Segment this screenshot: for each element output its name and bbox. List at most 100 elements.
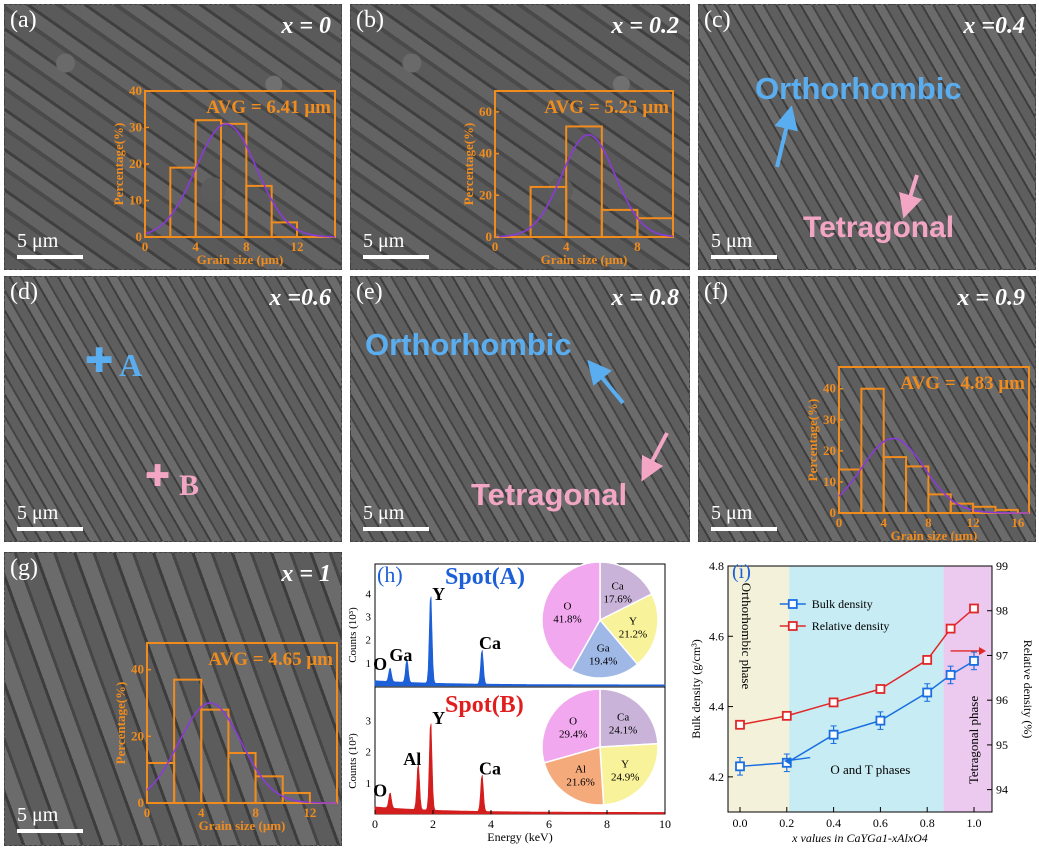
orthorhombic-arrow: [774, 105, 798, 168]
y-tick-label: 20: [131, 728, 144, 743]
panel-a: (a) x = 0 5 μm 0 4 8 12 0 10 20 30 40 Grain size …: [4, 4, 342, 270]
panel-label: (b): [356, 7, 384, 33]
x-tick-label: 12: [967, 515, 980, 530]
y-tick-label: 0: [136, 229, 143, 244]
peak-label: Ca: [479, 633, 501, 653]
x-axis-label: Grain size (μm): [891, 528, 978, 542]
gaussian-fit-curve: [838, 437, 1029, 514]
x-tick-label: 8: [252, 805, 259, 820]
panel-label: (e): [356, 279, 383, 305]
y-tick-label: 0: [486, 229, 493, 244]
panel-d: (d) x =0.6 ✚ A ✚ B 5 μm: [4, 276, 342, 542]
tetragonal-arrow: [899, 174, 923, 219]
histogram-g: 0 4 8 12 0 20 40 Grain size (μm) Percentage(%) AV…: [113, 642, 338, 833]
histogram-bar: [270, 221, 298, 238]
histogram-bar: [860, 387, 885, 514]
spectrum-a: [374, 596, 666, 687]
relative-density-point: [875, 684, 886, 694]
x-tick-label: 1.0: [967, 816, 982, 830]
y-left-tick-label: 4.4: [709, 700, 724, 714]
panel-label: (c): [704, 7, 731, 33]
pie-a-slice-name: Y: [629, 616, 637, 628]
x-tick-label: 4: [563, 239, 570, 254]
y-right-tick-label: 96: [996, 693, 1008, 707]
pie-b-slice-value: 24.1%: [609, 725, 637, 737]
composition-label: x = 0: [281, 13, 331, 39]
pie-b-slice-value: 29.4%: [559, 729, 587, 741]
avg-grain-size: AVG = 6.41 μm: [206, 97, 331, 118]
histogram-b: 0 4 8 0 20 40 60 Grain size (μm) Percentage(%) AV…: [461, 90, 674, 267]
legend-rel-marker: [787, 621, 798, 631]
scale-bar: [363, 255, 429, 259]
orthorhombic-arrow: [587, 359, 625, 405]
x-tick-label: 0: [142, 239, 149, 254]
legend-bulk-label: Bulk density: [812, 597, 873, 611]
y-tick-label: 0: [138, 795, 145, 810]
panel-label: (d): [10, 279, 38, 305]
pie-b-slice-name: Ca: [617, 712, 629, 724]
y-left-axis-label: Bulk density (g/cm³): [689, 639, 703, 739]
x-tick-label: 0: [144, 805, 151, 820]
relative-density-point: [945, 623, 956, 634]
histogram-bar: [529, 185, 568, 238]
peak-label: Y: [432, 584, 445, 604]
scale-bar: [17, 527, 83, 531]
y-tick-label: 20: [823, 443, 836, 458]
spectrum-b: [374, 723, 666, 815]
histogram-bar: [600, 208, 639, 238]
peak-label: O: [373, 780, 387, 800]
y-axis-label: Counts (10³): [347, 607, 359, 663]
histogram-bar: [905, 465, 930, 514]
relative-density-point: [781, 710, 792, 721]
composition-label: x =0.6: [269, 285, 331, 311]
y-tick-label: 1: [366, 658, 372, 670]
y-axis-label: Percentage(%): [111, 123, 126, 206]
histogram-bar: [882, 456, 908, 515]
x-tick-label: 8: [925, 515, 932, 530]
panel-f: (f) x = 0.9 5 μm 0 4 8 12 16 0 10 20 30 40 Grain s…: [698, 276, 1036, 542]
y-tick-label: 40: [479, 146, 492, 161]
histogram-bar: [254, 775, 284, 804]
panel-label: (i): [732, 561, 751, 583]
spot-a-title: Spot(A): [445, 564, 525, 590]
histogram-bar: [565, 125, 603, 238]
y-tick-label: 2: [366, 635, 372, 647]
x-tick-label: 12: [291, 239, 304, 254]
x-tick-label: 4: [192, 239, 199, 254]
x-tick-label: 10: [659, 817, 671, 831]
x-tick-label: 0: [836, 515, 843, 530]
y-right-tick-label: 99: [996, 559, 1008, 573]
legend-rel-label: Relative density: [812, 619, 890, 633]
pie-a-slice-value: 17.6%: [603, 593, 631, 605]
y-tick-label: 40: [823, 381, 836, 396]
pie-a-slice-name: O: [563, 600, 571, 612]
bulk-density-point: [922, 687, 933, 698]
tetragonal-label: Tetragonal: [471, 477, 628, 512]
scale-bar: [17, 255, 83, 259]
spot-b-label: B: [179, 469, 200, 502]
peak-label: Ca: [479, 759, 501, 779]
tetragonal-label: Tetragonal: [803, 211, 955, 244]
pie-a-slice-value: 41.8%: [553, 613, 581, 625]
panel-b: (b) x = 0.2 5 μm 0 4 8 0 20 40 60 Grain size (μ…: [350, 4, 690, 270]
orthorhombic-label: Orthorhombic: [755, 71, 962, 106]
y-tick-label: 40: [129, 83, 142, 98]
pie-b-slice-name: O: [569, 716, 577, 728]
panel-c: (c) x =0.4 Orthorhombic Tetragonal 5 μm: [698, 4, 1036, 270]
spot-b-marker: ✚: [145, 460, 171, 493]
y-tick-label: 10: [129, 193, 142, 208]
panel-e: (e) x = 0.8 Orthorhombic Tetragonal 5 μm: [350, 276, 690, 542]
composition-label: x = 1: [281, 561, 331, 587]
panel-label: (g): [10, 555, 38, 581]
relative-density-point: [922, 655, 933, 665]
panel-label: (h): [377, 562, 403, 587]
panel-label: (a): [10, 7, 37, 33]
composition-label: x = 0.8: [611, 285, 679, 311]
bulk-axis-arrowhead: [784, 757, 791, 766]
scale-bar: [711, 255, 777, 259]
x-axis-label: x values in CaYGa1-xAlxO4: [791, 831, 928, 845]
composition-label: x = 0.9: [957, 285, 1025, 311]
histogram-bar: [245, 184, 273, 238]
pie-b-slice-name: Al: [575, 763, 586, 775]
